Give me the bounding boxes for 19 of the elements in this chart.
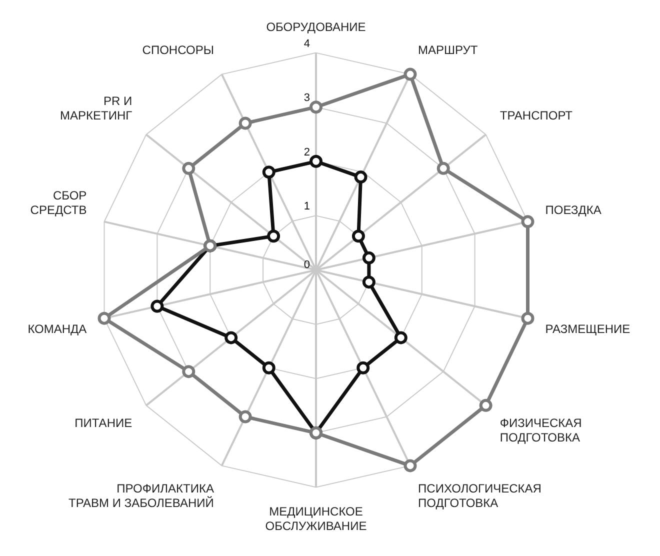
spoke-label: ПСИХОЛОГИЧЕСКАЯ ПОДГОТОВКА <box>418 481 542 510</box>
spoke-label: СПОНСОРЫ <box>142 43 214 58</box>
spoke-label: МЕДИЦИНСКОЕ ОБСЛУЖИВАНИЕ <box>265 504 367 534</box>
y-tick-label: 4 <box>304 38 310 50</box>
y-tick-label: 0 <box>304 259 310 272</box>
spoke-label: ФИЗИЧЕСКАЯ ПОДГОТОВКА <box>500 416 582 445</box>
y-tick-label: 1 <box>304 200 310 213</box>
spoke-label: КОМАНДА <box>28 322 87 336</box>
spoke-label: МАРШРУТ <box>418 43 478 58</box>
spoke-label: PR И МАРКЕТИНГ <box>60 94 133 122</box>
spoke-label: ОБОРУДОВАНИЕ <box>266 20 366 34</box>
y-tick-label: 2 <box>304 146 310 158</box>
spoke-label: РАЗМЕЩЕНИЕ <box>545 322 630 336</box>
spoke-label: ПРОФИЛАКТИКА ТРАВМ И ЗАБОЛЕВАНИЙ <box>68 481 214 510</box>
spoke-label: ТРАНСПОРТ <box>500 108 574 122</box>
spoke-label: ПИТАНИЕ <box>74 416 132 430</box>
spoke-label: ПОЕЗДКА <box>545 202 602 217</box>
y-tick-label: 3 <box>304 92 310 104</box>
spoke-label: СБОР СРЕДСТВ <box>30 188 87 217</box>
